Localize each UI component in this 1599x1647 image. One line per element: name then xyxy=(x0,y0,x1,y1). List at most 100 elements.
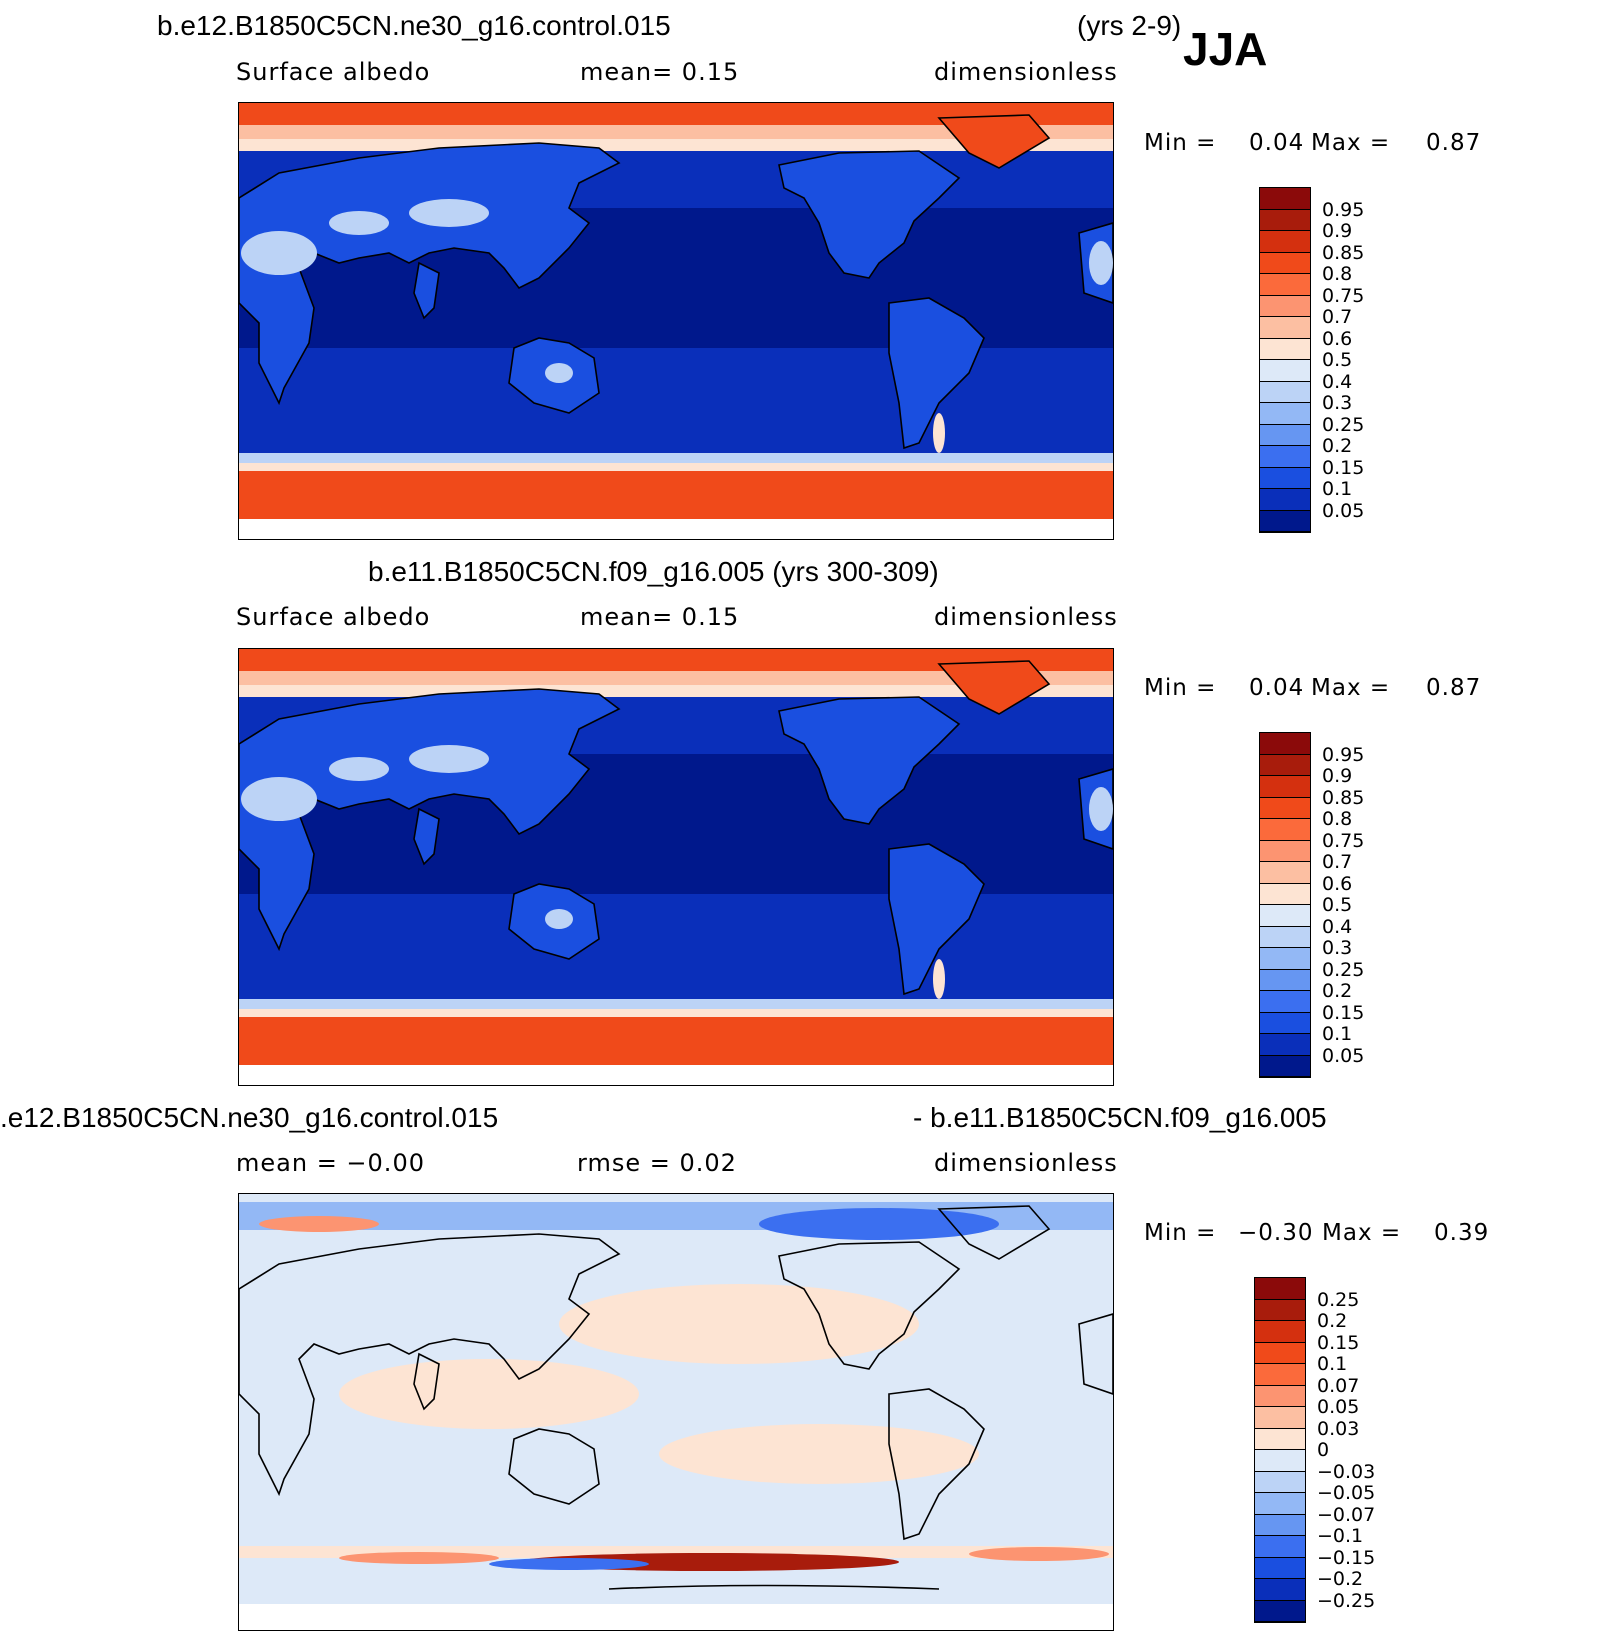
colorbar-tick-label: 0 xyxy=(1317,1439,1330,1461)
panel1-title-left: b.e12.B1850C5CN.ne30_g16.control.015 xyxy=(157,10,671,41)
arabian-desert xyxy=(329,211,389,235)
colorbar-tick-label: 0.3 xyxy=(1322,392,1353,414)
sahara-desert xyxy=(241,777,317,821)
colorbar-tick-label: 0.8 xyxy=(1322,263,1353,285)
colorbar-tick-label: 0.9 xyxy=(1322,220,1353,242)
colorbar-tick-label: −0.07 xyxy=(1317,1503,1376,1526)
colorbar-swatch xyxy=(1260,252,1310,274)
coastline xyxy=(239,1233,621,1497)
colorbar-tick-label: 0.8 xyxy=(1322,808,1353,830)
continent xyxy=(778,696,961,825)
panel2-map xyxy=(238,648,1114,1086)
colorbar-tick-label: 0.15 xyxy=(1322,1001,1365,1024)
colorbar-tick-label: −0.03 xyxy=(1317,1460,1376,1483)
colorbar-swatch xyxy=(1260,991,1310,1013)
colorbar-swatch xyxy=(1255,1514,1305,1536)
panel1-colorbar: 0.95 0.9 0.85 0.8 0.75 0.7 0.6 0.5 0.4 0.3 0.25 0.2… xyxy=(1259,187,1364,533)
southern-ice-edge xyxy=(239,1009,1113,1017)
colorbar-swatch xyxy=(1255,1407,1305,1429)
colorbar-tick-label: 0.95 xyxy=(1322,743,1365,766)
continent xyxy=(413,807,440,866)
colorbar-tick-label: 0.05 xyxy=(1322,1044,1365,1067)
colorbar-tick-label: 0.05 xyxy=(1322,499,1365,522)
colorbar-swatch xyxy=(1260,209,1310,231)
panel3-units: dimensionless xyxy=(934,1149,1118,1177)
panel1-max-value: 0.87 xyxy=(1426,130,1482,156)
colorbar-tick-label: 0.85 xyxy=(1322,786,1365,809)
coastline xyxy=(413,1352,440,1411)
colorbar-swatch xyxy=(1255,1278,1305,1300)
colorbar-tick-label: 0.15 xyxy=(1322,456,1365,479)
colorbar-swatch xyxy=(1260,381,1310,403)
colorbar-tick-label: 0.1 xyxy=(1322,1023,1353,1045)
southern-ice-fringe xyxy=(239,453,1113,463)
colorbar-swatch xyxy=(1260,295,1310,317)
colorbar-swatch xyxy=(1260,1012,1310,1034)
polar-mask xyxy=(239,1065,1113,1085)
season-label: JJA xyxy=(1183,23,1268,75)
colorbar-tick-label: 0.03 xyxy=(1317,1417,1360,1440)
australian-desert xyxy=(545,363,573,383)
panel3-mean: mean = −0.00 xyxy=(236,1149,425,1177)
colorbar-tick-label: 0.2 xyxy=(1322,435,1353,457)
colorbar-tick-label: 0.25 xyxy=(1317,1288,1360,1311)
colorbar-swatch xyxy=(1260,862,1310,884)
colorbar-swatch xyxy=(1260,969,1310,991)
arctic-sea-ice xyxy=(239,103,1113,125)
colorbar-tick-label: −0.05 xyxy=(1317,1482,1376,1504)
southern-ocean-positive xyxy=(339,1552,499,1564)
panel1-map xyxy=(238,102,1114,540)
colorbar-swatch xyxy=(1260,489,1310,511)
panel1-units: dimensionless xyxy=(934,58,1118,86)
colorbar-swatch xyxy=(1260,188,1310,210)
colorbar-swatch xyxy=(1260,231,1310,253)
colorbar-tick-label: 0.85 xyxy=(1322,241,1365,264)
colorbar-swatch xyxy=(1255,1299,1305,1321)
coastline xyxy=(888,1388,985,1541)
colorbar-tick-label: 0.7 xyxy=(1322,851,1353,873)
continent xyxy=(778,150,961,279)
arctic-ice-edge xyxy=(239,125,1113,139)
colorbar-swatch xyxy=(1260,754,1310,776)
southern-ice-edge xyxy=(239,463,1113,471)
sahara-wrap xyxy=(1089,241,1113,285)
panel3-min-label: Min = xyxy=(1144,1220,1217,1246)
colorbar-tick-label: 0.07 xyxy=(1317,1374,1360,1397)
colorbar-swatch xyxy=(1255,1493,1305,1515)
greenland xyxy=(937,660,1051,715)
continent xyxy=(239,688,621,952)
panel2-variable-name: Surface albedo xyxy=(236,603,431,631)
colorbar-swatch xyxy=(1260,1055,1310,1077)
colorbar-swatch xyxy=(1255,1321,1305,1343)
colorbar-swatch xyxy=(1260,446,1310,468)
arabian-desert xyxy=(329,757,389,781)
central-asia-highlands xyxy=(409,199,489,227)
panel1-title-right: (yrs 2-9) xyxy=(1077,10,1182,41)
central-asia-highlands xyxy=(409,745,489,773)
colorbar-tick-label: 0.5 xyxy=(1322,349,1353,371)
colorbar-swatch xyxy=(1260,403,1310,425)
colorbar-tick-label: 0.2 xyxy=(1322,980,1353,1002)
colorbar-swatch xyxy=(1255,1536,1305,1558)
panel3-max-value: 0.39 xyxy=(1434,1220,1490,1246)
colorbar-tick-label: −0.25 xyxy=(1317,1589,1376,1612)
panel2-min-label: Min = xyxy=(1144,675,1217,701)
sahara-desert xyxy=(241,231,317,275)
colorbar-swatch xyxy=(1260,819,1310,841)
colorbar-tick-label: 0.75 xyxy=(1322,829,1365,852)
colorbar-tick-label: 0.75 xyxy=(1322,284,1365,307)
colorbar-swatch xyxy=(1260,883,1310,905)
panel3-title-right: - b.e11.B1850C5CN.f09_g16.005 xyxy=(913,1102,1327,1133)
colorbar-swatch xyxy=(1260,360,1310,382)
colorbar-tick-label: 0.2 xyxy=(1317,1310,1348,1332)
panel2-colorbar: 0.95 0.9 0.85 0.8 0.75 0.7 0.6 0.5 0.4 0.3 0.25 0.2… xyxy=(1259,732,1364,1078)
panel3-title-left: .e12.B1850C5CN.ne30_g16.control.015 xyxy=(0,1102,499,1133)
colorbar-tick-label: 0.1 xyxy=(1317,1353,1348,1375)
colorbar-swatch xyxy=(1260,317,1310,339)
colorbar-swatch xyxy=(1255,1450,1305,1472)
panel1-max-label: Max = xyxy=(1311,130,1391,156)
colorbar-swatch xyxy=(1255,1428,1305,1450)
colorbar-swatch xyxy=(1260,338,1310,360)
continent xyxy=(888,297,985,450)
panel3-min-value: −0.30 xyxy=(1238,1220,1314,1246)
